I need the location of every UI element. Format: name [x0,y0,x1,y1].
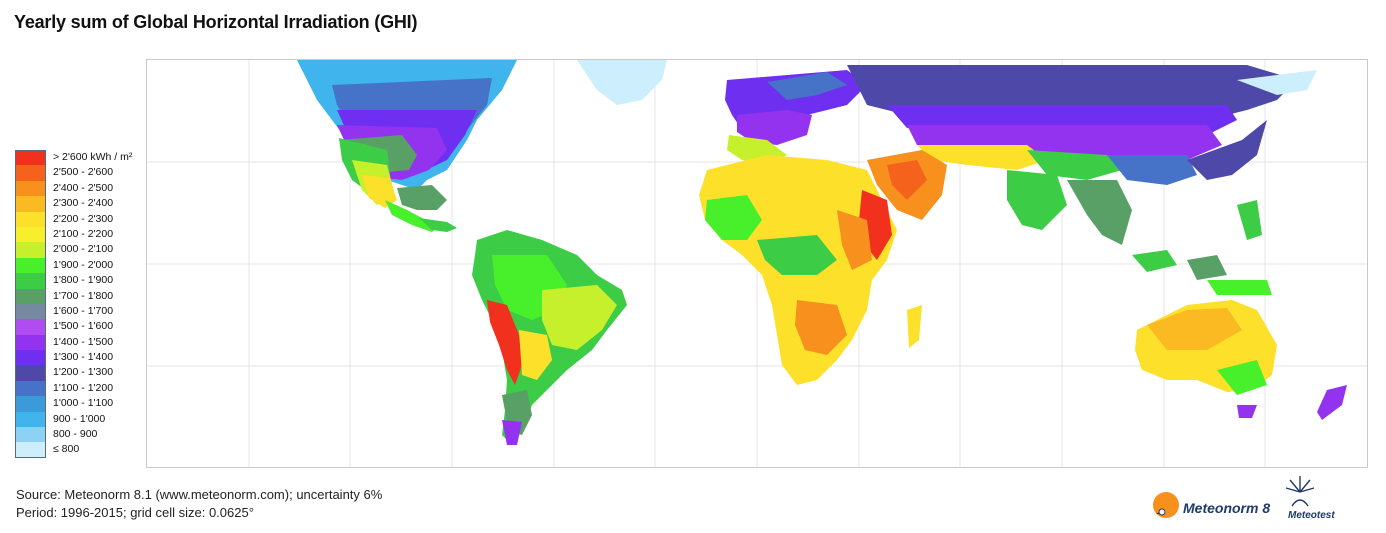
legend-swatch [15,380,46,397]
irradiation-world-map [146,59,1368,468]
legend-swatch [15,427,46,443]
legend-swatch [15,303,46,320]
legend-label: 1'500 - 1'600 [53,320,114,333]
legend-label: 1'900 - 2'000 [53,258,114,271]
legend-label: > 2'600 kWh / m² [53,151,133,163]
north-america [297,60,517,232]
legend-swatch [15,196,46,212]
new-zealand [1317,385,1347,420]
middle-east [867,150,947,220]
legend-label: 1'000 - 1'100 [53,397,114,410]
world-map-svg [147,60,1367,467]
legend-label: 2'000 - 2'100 [53,243,114,256]
legend-swatch [15,350,46,366]
meteotest-logo-icon [1285,476,1315,507]
meteonorm-logo-text: Meteonorm 8 [1183,500,1271,516]
meteotest-logo-text: Meteotest [1288,510,1335,521]
greenland [577,60,667,105]
legend-swatch [15,442,46,458]
asia [847,65,1317,245]
australia [1135,300,1277,418]
legend-label: 1'100 - 1'200 [53,381,114,394]
europe [725,70,867,165]
legend-swatch [15,226,46,243]
legend-label: 800 - 900 [53,428,98,441]
indonesia [1132,200,1272,295]
legend-swatch [15,165,46,181]
legend-swatch [15,411,46,428]
legend-label: 900 - 1'000 [53,412,106,425]
legend-label: 1'200 - 1'300 [53,366,114,379]
legend-swatch [15,257,46,274]
legend-label: 1'700 - 1'800 [53,289,114,302]
legend-label: 2'500 - 2'600 [53,166,114,179]
legend-swatch [15,365,46,381]
legend-label: 1'600 - 1'700 [53,304,114,317]
legend-label: 1'400 - 1'500 [53,335,114,348]
legend-label: 2'100 - 2'200 [53,227,114,240]
south-america [472,230,627,445]
legend-swatch [15,211,46,227]
legend-swatch [15,242,46,258]
legend-label: 2'300 - 2'400 [53,197,114,210]
legend-swatch [15,334,46,351]
legend-swatch [15,319,46,335]
period-line: Period: 1996-2015; grid cell size: 0.062… [16,505,254,520]
legend-swatch [15,273,46,289]
legend-label: 1'300 - 1'400 [53,351,114,364]
africa [699,155,922,385]
legend-label: ≤ 800 [53,443,80,456]
legend-swatch [15,396,46,412]
legend-label: 2'400 - 2'500 [53,181,114,194]
legend-swatch [15,288,46,304]
meteonorm-logo-icon [1153,492,1179,518]
source-note: Source: Meteonorm 8.1 (www.meteonorm.com… [16,486,382,522]
source-line: Source: Meteonorm 8.1 (www.meteonorm.com… [16,487,383,502]
legend-label: 2'200 - 2'300 [53,212,114,225]
legend-label: 1'800 - 1'900 [53,274,114,287]
legend-swatch [15,180,46,197]
legend-swatch [15,150,46,166]
map-title: Yearly sum of Global Horizontal Irradiat… [14,12,418,32]
